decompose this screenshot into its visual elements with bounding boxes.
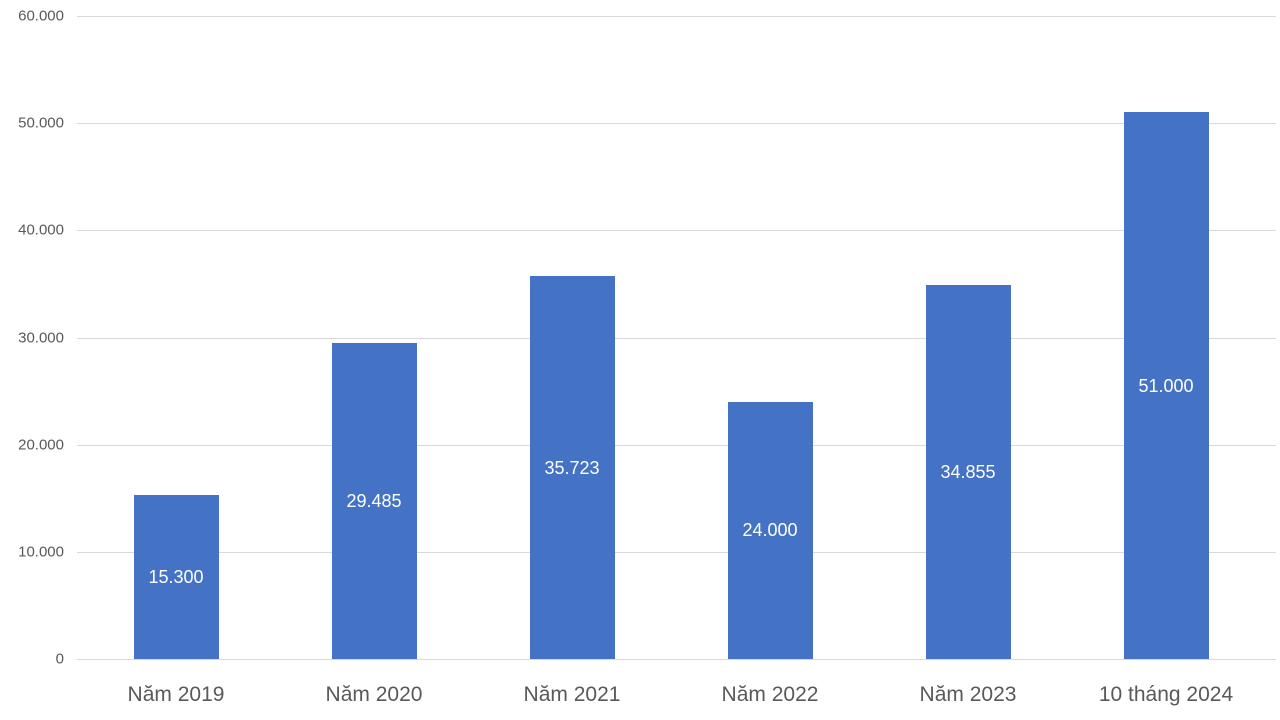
- bar-10 tháng 2024: 51.000: [1123, 112, 1209, 659]
- x-axis-category-label: Năm 2019: [127, 683, 225, 706]
- bar-data-label: 34.855: [940, 462, 996, 483]
- x-axis-category-label: Năm 2021: [523, 683, 621, 706]
- bar-Năm 2020: 29.485: [331, 343, 417, 659]
- gridline: [77, 444, 1276, 446]
- y-axis-tick-label: 20.000: [18, 436, 64, 454]
- gridline: [77, 230, 1276, 232]
- x-axis-category-label: Năm 2022: [721, 683, 819, 706]
- bar-data-label: 51.000: [1138, 375, 1194, 396]
- gridline: [77, 337, 1276, 339]
- y-axis-tick-label: 0: [55, 650, 64, 668]
- gridline: [77, 659, 1276, 660]
- y-axis-tick-label: 60.000: [18, 7, 64, 25]
- bar-data-label: 15.300: [148, 567, 204, 587]
- bar-Năm 2021: 35.723: [529, 276, 615, 659]
- bar-data-label: 35.723: [544, 457, 600, 478]
- y-axis-tick-label: 40.000: [18, 221, 64, 239]
- bar-Năm 2022: 24.000: [727, 401, 813, 659]
- plot-area: 15.300 29.485 35.723 24.000 34.855 51.000: [77, 16, 1276, 660]
- y-axis-tick-label: 10.000: [18, 543, 64, 561]
- x-axis-category-label: Năm 2023: [919, 683, 1017, 706]
- bar-data-label: 29.485: [346, 491, 402, 511]
- bar-data-label: 24.000: [742, 520, 798, 541]
- x-axis-category-label: 10 tháng 2024: [1098, 683, 1234, 706]
- bar-Năm 2023: 34.855: [925, 285, 1011, 659]
- gridline: [77, 16, 1276, 17]
- gridline: [77, 123, 1276, 125]
- bar-Năm 2019: 15.300: [133, 495, 219, 659]
- y-axis-tick-label: 30.000: [18, 329, 64, 346]
- y-axis-tick-label: 50.000: [18, 114, 64, 132]
- x-axis-category-label: Năm 2020: [325, 683, 423, 706]
- gridline: [77, 551, 1276, 553]
